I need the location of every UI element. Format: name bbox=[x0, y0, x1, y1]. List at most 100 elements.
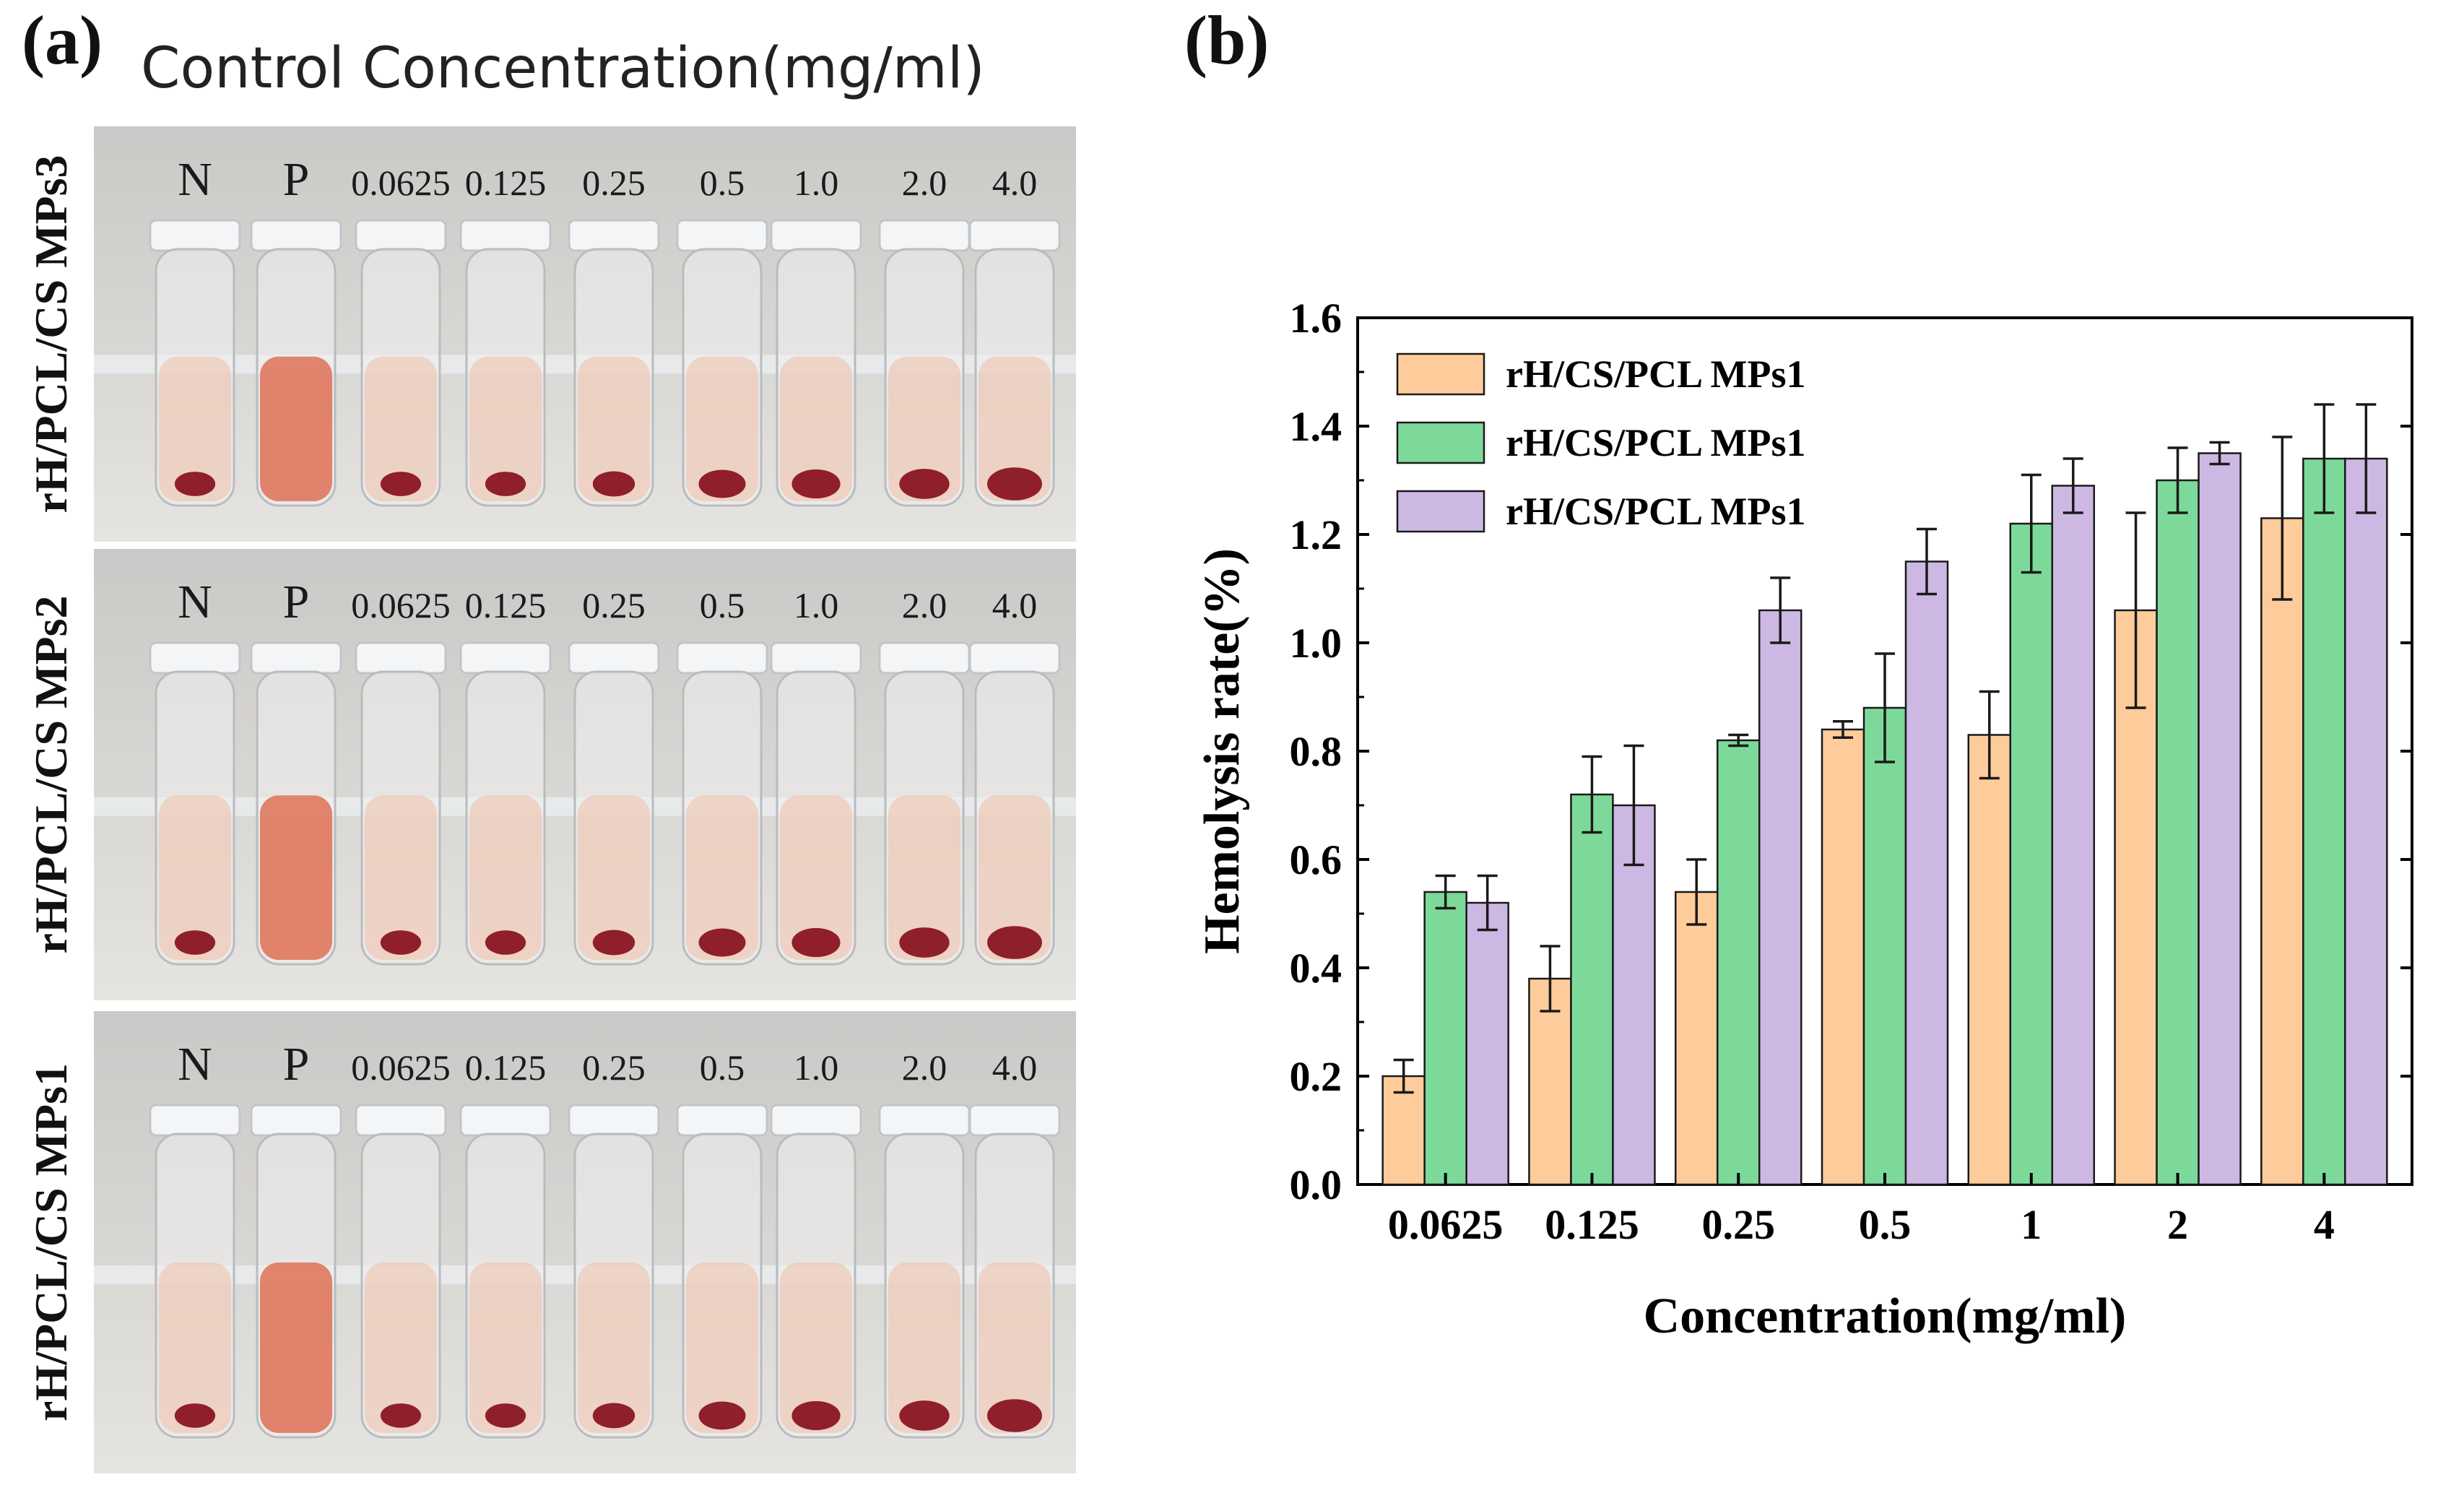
rbc-pellet bbox=[380, 472, 422, 496]
rbc-pellet bbox=[592, 930, 635, 956]
y-tick-label: 0.4 bbox=[1290, 945, 1342, 992]
bar bbox=[2260, 517, 2304, 1186]
tube-label: N bbox=[178, 153, 212, 206]
tube-cap bbox=[250, 1104, 342, 1137]
panel-b-label: (b) bbox=[1184, 1, 1270, 79]
rbc-pellet bbox=[592, 1403, 635, 1429]
panel-a-label: (a) bbox=[22, 1, 103, 79]
y-tick-label: 1.0 bbox=[1290, 620, 1342, 667]
rbc-pellet bbox=[899, 469, 950, 499]
rbc-pellet bbox=[485, 472, 526, 496]
row-name-label: rH/PCL/CS MPs2 bbox=[25, 596, 77, 954]
tube-liquid bbox=[159, 795, 231, 960]
tube-label: 4.0 bbox=[992, 1047, 1038, 1088]
bar bbox=[1381, 1075, 1426, 1186]
rbc-pellet bbox=[791, 469, 841, 499]
tube-label: 0.25 bbox=[582, 1047, 646, 1088]
tube-cap bbox=[968, 641, 1061, 675]
tube-liquid bbox=[365, 795, 437, 960]
y-tick-label: 1.6 bbox=[1290, 295, 1342, 342]
tube-cap bbox=[459, 219, 552, 252]
tube-cap bbox=[770, 641, 862, 675]
tube-cap bbox=[355, 1104, 447, 1137]
tube-cap bbox=[149, 1104, 241, 1137]
bar bbox=[1821, 728, 1865, 1186]
tube-cap bbox=[355, 219, 447, 252]
tube-liquid bbox=[365, 1262, 437, 1433]
tube-label: 0.0625 bbox=[351, 1047, 451, 1088]
rbc-pellet bbox=[791, 1400, 841, 1431]
bar bbox=[2302, 457, 2346, 1186]
tube-label: 4.0 bbox=[992, 163, 1038, 203]
rbc-pellet bbox=[380, 930, 422, 955]
tube-liquid bbox=[260, 795, 332, 960]
bar bbox=[1465, 901, 1509, 1186]
tube-label: 0.25 bbox=[582, 163, 646, 203]
bar bbox=[2156, 479, 2200, 1186]
tube-cap bbox=[676, 1104, 768, 1137]
tube-label: 0.25 bbox=[582, 585, 646, 625]
tube-liquid bbox=[159, 356, 231, 501]
rbc-pellet bbox=[899, 927, 950, 958]
bar bbox=[1862, 706, 1907, 1186]
tube-cap bbox=[676, 219, 768, 252]
x-tick-label: 0.125 bbox=[1545, 1201, 1639, 1248]
bar bbox=[1904, 560, 1949, 1186]
tube-label: N bbox=[178, 1038, 212, 1091]
photo-header: Control Concentration(mg/ml) bbox=[141, 36, 985, 101]
tube-cap bbox=[770, 1104, 862, 1137]
tube-cap bbox=[149, 219, 241, 252]
rbc-pellet bbox=[987, 926, 1042, 959]
rbc-pellet bbox=[174, 472, 216, 496]
bar bbox=[2344, 457, 2388, 1186]
rbc-pellet bbox=[592, 471, 635, 497]
tube-label: 0.125 bbox=[465, 163, 547, 203]
tube-liquid bbox=[578, 356, 650, 501]
row-name-label: rH/PCL/CS MPs3 bbox=[25, 155, 77, 514]
tube-cap bbox=[250, 219, 342, 252]
tube-label: 0.125 bbox=[465, 585, 547, 625]
tube-cap bbox=[355, 641, 447, 675]
rbc-pellet bbox=[791, 927, 841, 958]
tube-cap bbox=[459, 1104, 552, 1137]
y-tick-label: 0.6 bbox=[1290, 836, 1342, 883]
tube-label: N bbox=[178, 576, 212, 628]
tube-liquid bbox=[469, 795, 542, 960]
tube-cap bbox=[459, 641, 552, 675]
tube-label: 2.0 bbox=[902, 1047, 947, 1088]
tube-label: 0.0625 bbox=[351, 163, 451, 203]
tube-label: 1.0 bbox=[794, 585, 839, 625]
tube-label: 1.0 bbox=[794, 163, 839, 203]
legend-label: rH/CS/PCL MPs1 bbox=[1506, 352, 1806, 396]
legend-swatch bbox=[1396, 490, 1485, 533]
bar bbox=[1528, 977, 1572, 1186]
bar bbox=[2198, 452, 2242, 1186]
x-tick-label: 4 bbox=[2314, 1201, 2335, 1248]
y-axis-title: Hemolysis rate(%) bbox=[1194, 548, 1250, 954]
y-tick-label: 0.0 bbox=[1290, 1161, 1342, 1208]
rbc-pellet bbox=[485, 930, 526, 955]
tube-cap bbox=[878, 641, 971, 675]
tube-cap bbox=[968, 219, 1061, 252]
tube-cap bbox=[149, 641, 241, 675]
tube-liquid bbox=[578, 795, 650, 960]
rbc-pellet bbox=[698, 928, 746, 957]
legend-swatch bbox=[1396, 421, 1485, 464]
legend-label: rH/CS/PCL MPs1 bbox=[1506, 490, 1806, 533]
rbc-pellet bbox=[899, 1400, 950, 1431]
rbc-pellet bbox=[380, 1403, 422, 1428]
tube-liquid bbox=[979, 795, 1051, 960]
y-tick-label: 0.8 bbox=[1290, 728, 1342, 775]
rbc-pellet bbox=[698, 469, 746, 498]
x-tick-label: 0.5 bbox=[1859, 1201, 1912, 1248]
tube-label: 1.0 bbox=[794, 1047, 839, 1088]
tube-liquid bbox=[780, 1262, 852, 1433]
tube-label: 4.0 bbox=[992, 585, 1038, 625]
rbc-pellet bbox=[174, 930, 216, 955]
rbc-pellet bbox=[987, 1399, 1042, 1432]
x-axis-title: Concentration(mg/ml) bbox=[1644, 1288, 2127, 1344]
legend-swatch bbox=[1396, 352, 1485, 396]
rbc-pellet bbox=[987, 467, 1042, 501]
rbc-pellet bbox=[174, 1403, 216, 1428]
hemolysis-bar-chart: 0.0 0.2 0.4 0.6 0.8 1.0 1.2 1.4 1.6 0.0625 0.125 0.… bbox=[1194, 295, 2413, 1344]
